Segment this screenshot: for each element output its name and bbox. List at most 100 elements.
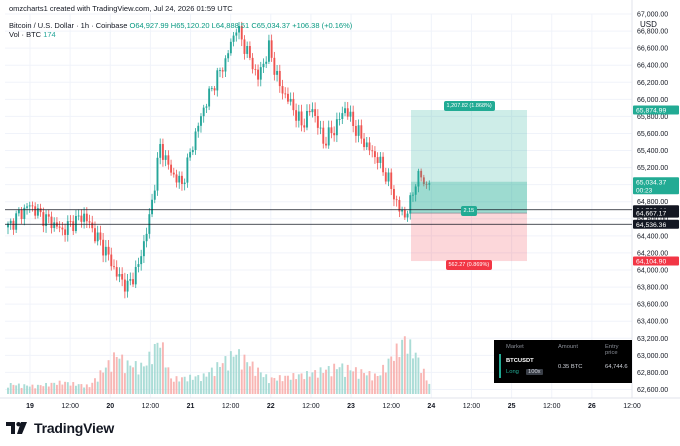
price-tag [633,219,679,229]
volume-label: Vol · BTC [9,30,42,39]
candle-body [292,98,295,111]
candle-body [153,190,156,200]
volume-bar [161,342,164,394]
volume-bar [401,339,404,394]
candle-body [259,67,262,80]
candle-body [200,116,202,126]
volume-bar [286,375,289,394]
volume-bar [300,373,303,394]
price-tag-label: 64,667.17 [636,211,666,218]
volume-bar [7,387,9,394]
candle-body [74,215,77,232]
candle-body [156,157,159,191]
volume-bar [208,372,211,394]
candle-body [322,127,325,144]
candle-body [281,86,284,94]
volume-bar [164,367,167,394]
volume-bar [110,371,113,394]
volume-bar [194,376,197,394]
candle-body [295,110,298,121]
candle-body [126,280,129,292]
volume-bar [392,360,395,394]
price-tag [633,105,679,115]
volume-bar [113,352,115,394]
volume-bar [64,381,67,394]
candle-body [142,241,145,257]
candle-body [376,157,379,163]
candle-body [34,206,37,216]
volume-bar [363,373,366,394]
candle-body [183,182,186,184]
candle-body [246,46,249,54]
candle-body [66,221,69,235]
x-tick-label: 12:00 [543,403,561,410]
candle-body [186,157,189,183]
volume-bar [210,367,213,394]
volume-bar [278,375,281,394]
candle-body [409,195,412,214]
candle-body [7,223,9,228]
candle-body [50,216,53,229]
candle-body [202,107,205,117]
candle-body [232,35,235,42]
candle-body [107,246,110,255]
currency-label[interactable]: USD [640,20,657,29]
symbol-title[interactable]: Bitcoin / U.S. Dollar · 1h · Coinbase [9,21,128,30]
volume-bar [151,364,154,394]
volume-bar [338,367,341,394]
volume-bar [137,374,140,394]
price-tag-label: 64,104.90 [636,259,666,266]
y-tick-label: 63,200.00 [637,336,668,343]
target-zone [411,110,527,214]
candle-body [325,143,327,146]
volume-bar [118,358,121,394]
candle-body [425,184,428,185]
candle-body [213,88,216,91]
volume-bar [344,376,346,394]
y-tick-label: 65,600.00 [637,131,668,138]
volume-bar [170,378,173,394]
candle-body [248,46,251,58]
candle-body [319,127,322,129]
volume-bar [316,377,319,394]
y-tick-label: 67,000.00 [637,12,668,19]
candle-body [346,108,349,117]
volume-bar [167,367,170,394]
price-tag [633,208,679,218]
volume-bar [83,387,86,394]
candle-body [273,57,276,75]
y-tick-label: 63,600.00 [637,302,668,309]
volume-bar [327,366,330,394]
candle-body [83,213,86,222]
volume-bar [420,373,423,394]
volume-bar [200,381,202,394]
candle-body [189,152,192,158]
candle-body [344,108,346,114]
candle-body [428,183,431,185]
candle-body [151,199,154,215]
x-tick-label: 24 [427,403,435,410]
volume-bar [417,357,420,394]
candle-body [178,175,181,183]
x-tick-label: 12:00 [302,403,320,410]
volume-bar [23,384,26,394]
volume-bar [346,364,349,394]
candle-body [219,70,221,72]
volume-bar [36,384,39,394]
brand-footer: TradingView [6,420,114,436]
volume-bar [53,382,56,394]
x-tick-label: 25 [508,403,516,410]
candle-body [80,215,83,222]
candle-body [354,125,357,136]
volume-bar [42,386,45,394]
volume-bar [365,375,368,394]
candle-body [175,174,178,183]
volume-bar [384,372,387,394]
candle-body [398,199,401,212]
candle-body [194,131,197,151]
volume-bar [156,342,159,394]
volume-bar [259,372,262,394]
positions-panel[interactable]: Market Amount Entry price BTCUSDT Long 1… [494,340,632,383]
volume-bar [205,376,208,394]
